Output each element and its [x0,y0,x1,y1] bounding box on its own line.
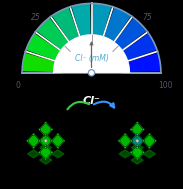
Circle shape [136,140,139,142]
Polygon shape [131,134,143,148]
Polygon shape [131,146,143,159]
Circle shape [39,151,41,153]
Polygon shape [52,150,64,158]
Circle shape [136,146,138,149]
Polygon shape [40,146,52,159]
Circle shape [45,135,47,137]
Wedge shape [36,18,69,50]
Polygon shape [143,150,155,158]
Polygon shape [143,134,155,148]
Circle shape [142,140,144,142]
Circle shape [45,145,47,147]
Circle shape [57,133,59,135]
Wedge shape [128,53,161,72]
Polygon shape [119,150,131,158]
Circle shape [39,140,41,142]
Circle shape [39,129,41,131]
Circle shape [44,140,47,142]
Polygon shape [131,144,143,152]
Circle shape [45,133,47,135]
Circle shape [130,140,132,142]
Circle shape [124,133,126,135]
Circle shape [51,140,53,142]
Circle shape [27,140,29,142]
Wedge shape [52,7,79,42]
Wedge shape [26,33,60,60]
Circle shape [148,146,150,149]
Text: Cl⁻: Cl⁻ [83,96,100,106]
Circle shape [136,122,138,124]
Circle shape [136,135,138,137]
Circle shape [51,129,53,131]
Circle shape [142,140,144,142]
Circle shape [63,140,65,142]
Circle shape [148,133,150,135]
Circle shape [45,146,47,149]
Circle shape [142,151,144,153]
Circle shape [124,146,126,149]
Polygon shape [131,150,143,158]
Circle shape [57,146,59,149]
Circle shape [45,122,47,124]
Polygon shape [119,134,131,148]
Text: Cl⁻ (mM): Cl⁻ (mM) [74,54,109,64]
Polygon shape [40,134,52,148]
Circle shape [136,133,138,135]
Circle shape [154,140,156,142]
Circle shape [33,146,35,149]
Wedge shape [104,7,131,42]
Polygon shape [40,123,52,136]
Circle shape [45,158,47,160]
Circle shape [88,70,95,76]
Polygon shape [28,150,40,158]
Circle shape [118,140,120,142]
Polygon shape [40,144,52,152]
Circle shape [130,140,132,142]
Wedge shape [71,3,91,36]
Wedge shape [123,33,157,60]
Polygon shape [40,150,52,158]
Wedge shape [22,53,55,72]
Circle shape [136,145,138,147]
Circle shape [51,140,53,142]
Circle shape [130,151,132,153]
Text: 100: 100 [158,81,173,90]
FancyArrowPatch shape [94,102,114,108]
Polygon shape [28,134,40,148]
Circle shape [51,151,53,153]
Polygon shape [131,156,143,164]
Circle shape [39,140,41,142]
Circle shape [130,129,132,131]
Circle shape [33,133,35,135]
Polygon shape [40,156,52,164]
Polygon shape [131,123,143,136]
Polygon shape [54,35,129,73]
Text: 25: 25 [31,13,41,22]
Circle shape [136,158,138,160]
Wedge shape [92,3,112,36]
FancyArrowPatch shape [68,102,89,109]
Wedge shape [114,18,147,50]
Circle shape [142,129,144,131]
Polygon shape [52,134,64,148]
Text: 0: 0 [15,81,20,90]
Text: 75: 75 [142,13,152,22]
